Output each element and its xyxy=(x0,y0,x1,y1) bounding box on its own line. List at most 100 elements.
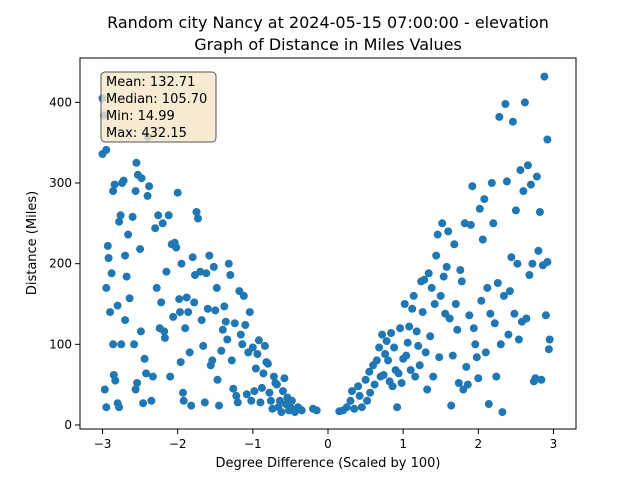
data-point xyxy=(136,245,145,254)
data-point xyxy=(119,176,128,185)
data-point xyxy=(366,388,375,397)
data-point xyxy=(510,309,519,318)
x-tick-label: 0 xyxy=(324,437,332,451)
axes: −3 −2 −1 0 1 2 3 0 100 200 300 400 xyxy=(49,57,577,451)
data-point xyxy=(102,403,111,412)
data-point xyxy=(447,401,456,410)
data-point xyxy=(543,258,552,266)
data-point xyxy=(254,336,263,345)
data-point xyxy=(465,311,474,320)
data-point xyxy=(131,385,140,394)
data-point xyxy=(511,206,520,215)
data-point xyxy=(532,172,541,181)
data-point xyxy=(342,403,351,412)
chart-subtitle: Graph of Distance in Miles Values xyxy=(194,35,462,54)
data-point xyxy=(466,220,475,229)
data-point xyxy=(501,100,510,108)
data-point xyxy=(110,180,119,189)
data-point xyxy=(402,351,411,360)
stats-box-background xyxy=(100,71,217,143)
data-point xyxy=(354,382,363,391)
data-point xyxy=(409,291,418,300)
data-point xyxy=(121,251,130,260)
data-point xyxy=(166,372,175,381)
data-point xyxy=(280,374,289,383)
data-point xyxy=(540,72,549,81)
data-point xyxy=(477,296,486,305)
data-point xyxy=(544,345,553,354)
data-point xyxy=(526,180,535,189)
data-point xyxy=(140,354,149,363)
data-point xyxy=(277,408,286,417)
data-point xyxy=(411,372,420,381)
data-point xyxy=(239,291,248,300)
data-point xyxy=(535,208,544,216)
y-tick-label: 100 xyxy=(49,337,72,351)
data-point xyxy=(268,404,277,413)
y-tick-label: 200 xyxy=(49,257,72,271)
data-point xyxy=(181,324,190,333)
stats-min: Min: 14.99 xyxy=(106,109,175,124)
data-point xyxy=(131,187,140,196)
data-point xyxy=(438,219,447,228)
data-point xyxy=(312,406,321,415)
data-point xyxy=(266,396,275,405)
stats-mean: Mean: 132.71 xyxy=(106,75,195,90)
data-point xyxy=(541,311,550,320)
data-point xyxy=(418,308,427,317)
data-point xyxy=(247,396,256,405)
data-point xyxy=(197,316,206,325)
data-point xyxy=(481,348,490,357)
data-point xyxy=(489,219,498,228)
data-point xyxy=(229,384,238,393)
data-point xyxy=(365,367,374,376)
x-tick-label: 2 xyxy=(474,437,482,451)
data-point xyxy=(390,343,399,352)
data-point xyxy=(230,319,239,328)
data-point xyxy=(104,254,113,262)
data-point xyxy=(396,324,405,333)
data-point xyxy=(107,269,116,278)
data-point xyxy=(157,298,166,307)
data-point xyxy=(484,400,493,408)
data-point xyxy=(256,398,265,407)
data-point xyxy=(480,195,489,204)
data-point xyxy=(212,283,221,292)
data-point xyxy=(242,390,251,399)
data-point xyxy=(381,350,390,358)
data-point xyxy=(456,266,465,275)
data-point xyxy=(250,387,259,396)
data-point xyxy=(478,235,487,244)
data-point xyxy=(432,251,441,260)
data-point xyxy=(508,117,517,126)
data-point xyxy=(182,293,191,302)
data-point xyxy=(221,317,230,326)
data-point xyxy=(375,343,384,352)
data-point xyxy=(363,396,372,405)
data-point xyxy=(403,338,412,347)
data-point xyxy=(143,191,152,200)
data-point xyxy=(472,353,481,362)
data-point xyxy=(173,188,182,197)
data-point xyxy=(194,214,202,223)
data-point xyxy=(387,329,396,337)
data-point xyxy=(492,372,501,381)
data-point xyxy=(188,253,197,262)
stats-box: Mean: 132.71 Median: 105.70 Min: 14.99 M… xyxy=(100,71,217,143)
data-point xyxy=(215,401,223,410)
data-point xyxy=(423,385,432,394)
data-point xyxy=(350,404,359,413)
data-point xyxy=(211,306,220,315)
y-tick-label: 400 xyxy=(49,95,72,109)
data-point xyxy=(272,380,281,389)
data-point xyxy=(397,379,406,387)
data-point xyxy=(393,403,402,412)
data-point xyxy=(451,300,460,308)
data-point xyxy=(543,135,552,144)
data-point xyxy=(278,387,287,396)
data-point xyxy=(297,406,306,415)
data-point xyxy=(160,333,169,342)
data-point xyxy=(355,391,364,400)
